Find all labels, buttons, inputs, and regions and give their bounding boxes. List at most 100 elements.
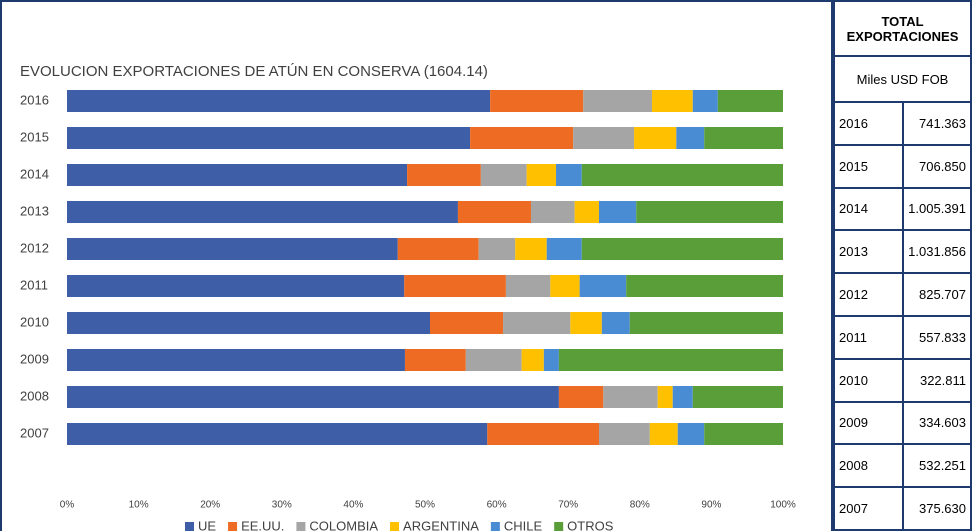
bar-segment [717, 90, 783, 112]
table-row: 2013 1.031.856 [833, 229, 972, 275]
unit-row: Miles USD FOB [833, 55, 972, 103]
bar-segment [570, 312, 602, 334]
value-cell: 334.603 [901, 400, 972, 446]
table-row: 2015 706.850 [833, 143, 972, 189]
bar-segment [603, 386, 658, 408]
bar-segment [67, 127, 471, 149]
bar-segment [526, 164, 557, 186]
year-cell: 2011 [833, 314, 904, 360]
x-tick-label: 40% [343, 500, 363, 511]
value-cell: 1.031.856 [901, 229, 972, 275]
y-tick-label: 2009 [20, 351, 49, 366]
legend-swatch [185, 522, 194, 531]
bar-segment [515, 238, 547, 260]
bar-segment [521, 349, 544, 371]
legend-label: ARGENTINA [403, 518, 479, 531]
bar-segment [558, 349, 783, 371]
x-tick-label: 30% [272, 500, 292, 511]
year-cell: 2015 [833, 143, 904, 189]
y-tick-label: 2010 [20, 314, 49, 329]
bar-segment [574, 201, 599, 223]
value-cell: 557.833 [901, 314, 972, 360]
y-tick-label: 2014 [20, 166, 49, 181]
bar-segment [581, 238, 783, 260]
bar-segment [598, 201, 637, 223]
bar-segment [573, 127, 635, 149]
table-row: 2014 1.005.391 [833, 186, 972, 232]
bar-segment [550, 275, 580, 297]
y-tick-label: 2008 [20, 388, 49, 403]
y-tick-label: 2016 [20, 92, 49, 107]
bar-segment [543, 349, 559, 371]
bar-segment [626, 275, 783, 297]
legend-label: UE [198, 518, 216, 531]
bar-segment [487, 423, 599, 445]
bar-segment [581, 164, 783, 186]
x-tick-label: 50% [415, 500, 435, 511]
bar-segment [480, 164, 527, 186]
x-tick-label: 20% [200, 500, 220, 511]
bar-segment [503, 312, 571, 334]
bar-segment [583, 90, 652, 112]
legend-swatch [554, 522, 564, 531]
year-cell: 2016 [833, 101, 904, 146]
bar-segment [478, 238, 516, 260]
x-tick-label: 10% [129, 500, 149, 511]
table-body: TOTAL EXPORTACIONES Miles USD FOB 2016 74… [833, 0, 972, 531]
y-tick-label: 2011 [20, 277, 48, 292]
bar-segment [704, 127, 783, 149]
bar-segment [672, 386, 693, 408]
bar-segment [67, 349, 405, 371]
y-tick-label: 2007 [20, 425, 49, 440]
bar-segment [67, 423, 488, 445]
x-tick-label: 100% [770, 500, 796, 511]
totals-table: TOTAL EXPORTACIONES Miles USD FOB 2016 74… [833, 0, 972, 531]
bar-segment [67, 238, 398, 260]
bar-segment [67, 90, 491, 112]
legend-label: OTROS [567, 518, 614, 531]
chart-title: EVOLUCION EXPORTACIONES DE ATÚN EN CONSE… [20, 63, 488, 80]
value-cell: 532.251 [901, 443, 972, 489]
year-cell: 2012 [833, 272, 904, 317]
bar-segment [558, 386, 604, 408]
table-row: 2011 557.833 [833, 314, 972, 360]
value-cell: 706.850 [901, 143, 972, 189]
bar-segment [505, 275, 551, 297]
bar-segment [67, 312, 431, 334]
bar-segment [636, 201, 783, 223]
bar-segment [470, 127, 574, 149]
bar-segment [530, 201, 575, 223]
value-cell: 322.811 [901, 357, 972, 403]
legend-swatch [296, 522, 306, 531]
bar-segment [556, 164, 582, 186]
value-cell: 375.630 [901, 486, 972, 531]
y-tick-label: 2015 [20, 129, 49, 144]
table-row: 2007 375.630 [833, 486, 972, 531]
y-tick-label: 2012 [20, 240, 49, 255]
legend-label: COLOMBIA [309, 518, 378, 531]
value-cell: 825.707 [901, 272, 972, 317]
bar-segment [657, 386, 673, 408]
x-tick-label: 60% [487, 500, 507, 511]
chart-border [0, 0, 833, 531]
bar-segment [629, 312, 783, 334]
legend-label: EE.UU. [241, 518, 284, 531]
bar-segment [430, 312, 504, 334]
year-cell: 2010 [833, 357, 904, 403]
year-cell: 2007 [833, 486, 904, 531]
table-header: TOTAL EXPORTACIONES [833, 0, 972, 57]
table-unit: Miles USD FOB [833, 55, 972, 103]
bar-segment [67, 386, 559, 408]
bar-segment [649, 423, 678, 445]
legend-swatch [228, 522, 238, 531]
bar-segment [404, 275, 506, 297]
bar-segment [634, 127, 677, 149]
y-tick-label: 2013 [20, 203, 49, 218]
bar-segment [67, 201, 458, 223]
bar-segment [404, 349, 466, 371]
bar-segment [465, 349, 522, 371]
bar-segment [490, 90, 584, 112]
x-tick-label: 80% [630, 500, 650, 511]
value-cell: 741.363 [901, 101, 972, 146]
